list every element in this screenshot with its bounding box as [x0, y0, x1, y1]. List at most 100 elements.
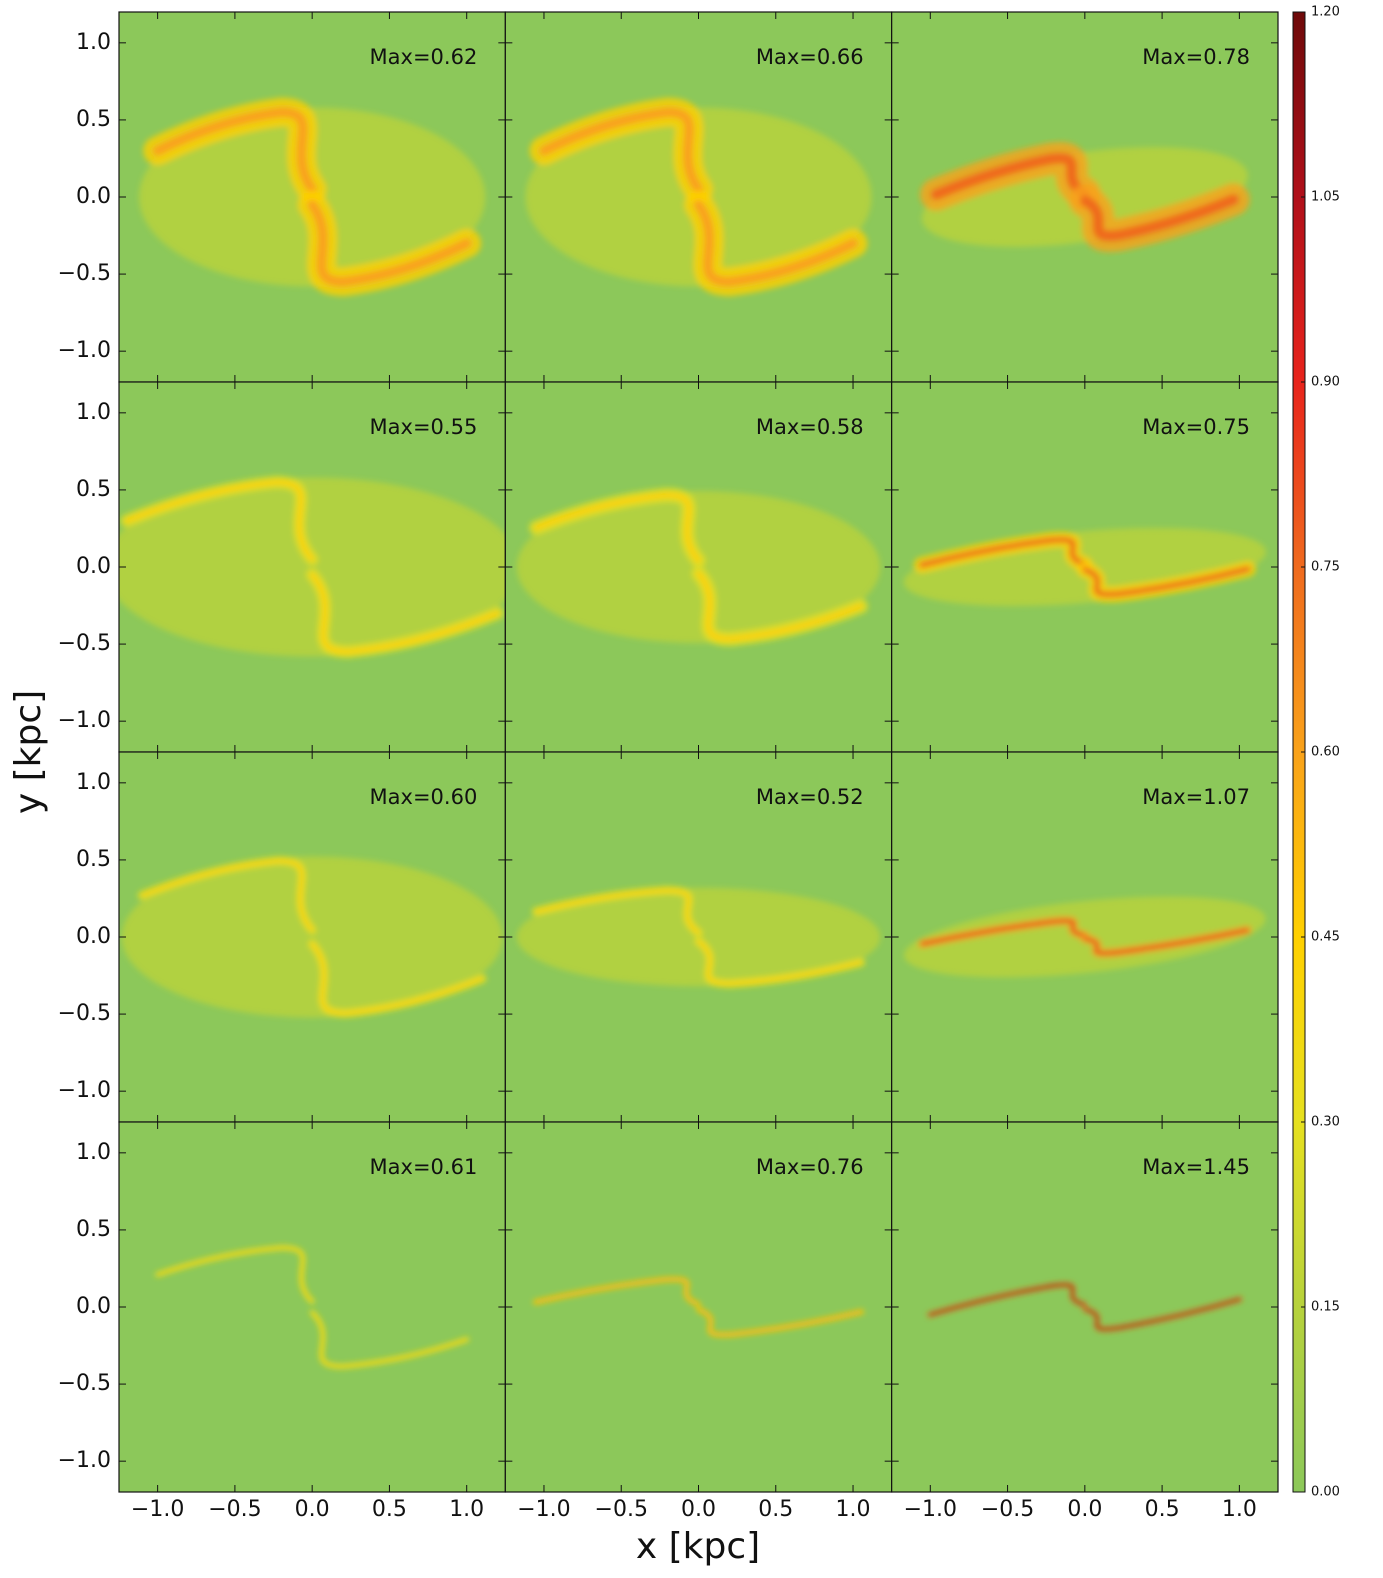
- arm-core: [697, 939, 863, 986]
- structure: [904, 896, 1266, 978]
- y-tick-label: −1.0: [58, 338, 111, 363]
- panel-label: Max=1.07: [1142, 785, 1250, 809]
- panel-label: Max=0.75: [1142, 415, 1250, 439]
- arm: [143, 97, 327, 204]
- arm: [684, 190, 868, 297]
- panel-label: Max=0.62: [370, 45, 478, 69]
- arm: [532, 1276, 702, 1308]
- panel-label: Max=0.58: [756, 415, 864, 439]
- panel: Max=0.60 −1.0 −0.5 0.0 0.5 1.0: [58, 751, 506, 1123]
- arm: [691, 566, 868, 647]
- panel-label: Max=0.61: [370, 1155, 478, 1179]
- y-tick-label: −0.5: [58, 631, 111, 656]
- panel-image: [119, 752, 506, 1122]
- y-tick-label: 0.5: [76, 1217, 111, 1242]
- y-tick-label: 0.0: [76, 184, 111, 209]
- y-tick-label: −1.0: [58, 1448, 111, 1473]
- panel-image: [505, 382, 892, 752]
- x-tick-label: −0.5: [595, 1497, 648, 1522]
- panel-image: [505, 12, 892, 382]
- panel: Max=0.55 −1.0 −0.5 0.0 0.5 1.0: [58, 381, 506, 753]
- arm-core: [920, 919, 1087, 946]
- panel: Max=0.52: [504, 751, 893, 1123]
- panel-image: [891, 382, 1278, 752]
- panel: Max=0.61 −1.0 −0.5 0.0 0.5 1.0 −1.0 −0.5 0.0 0.5 1…: [58, 1121, 506, 1522]
- structure: [927, 1282, 1243, 1332]
- panel: Max=0.76 −1.0 −0.5 0.0 0.5 1.0: [504, 1121, 893, 1522]
- structure: [532, 1276, 865, 1338]
- panel: Max=0.66: [504, 11, 893, 383]
- panel-image: [119, 382, 506, 752]
- arm: [307, 939, 487, 1018]
- structure: [516, 487, 881, 647]
- y-tick-label: 1.0: [76, 400, 111, 425]
- x-tick-label: 0.5: [758, 1497, 793, 1522]
- panel-label: Max=1.45: [1142, 1155, 1250, 1179]
- arm-core: [919, 536, 1088, 568]
- arm-core: [1083, 928, 1249, 955]
- arm-core: [697, 1308, 863, 1336]
- y-tick-label: 1.0: [76, 30, 111, 55]
- panel-label: Max=0.66: [756, 45, 864, 69]
- structure: [154, 1244, 470, 1370]
- panel-image: [891, 12, 1278, 382]
- arm: [694, 936, 866, 989]
- arm-core: [307, 199, 472, 287]
- structure: [516, 885, 881, 989]
- y-tick-label: −0.5: [58, 261, 111, 286]
- arm-core: [539, 107, 704, 195]
- arm: [1082, 1296, 1243, 1332]
- arm-core: [310, 572, 500, 654]
- panel-image: [505, 1122, 892, 1492]
- arm: [305, 568, 504, 659]
- panel: Max=1.45 −1.0 −0.5 0.0 0.5 1.0: [891, 1121, 1279, 1522]
- colorbar-tick-label: 0.60: [1311, 745, 1340, 760]
- colorbar-tick-label: 0.75: [1311, 560, 1340, 575]
- arm: [154, 1244, 315, 1305]
- arm: [917, 916, 1090, 949]
- x-tick-label: 1.0: [449, 1497, 484, 1522]
- x-tick-label: 0.0: [1067, 1497, 1102, 1522]
- structure: [121, 856, 503, 1018]
- panel-label: Max=0.76: [756, 1155, 864, 1179]
- arm: [920, 142, 1101, 211]
- arm-core: [930, 152, 1090, 200]
- x-tick-label: 1.0: [836, 1497, 871, 1522]
- arm-core: [693, 199, 858, 287]
- arm-core: [1084, 1298, 1241, 1330]
- panel-image: [119, 1122, 506, 1492]
- structure: [119, 475, 506, 659]
- arm: [1080, 925, 1252, 958]
- structure: [525, 97, 872, 297]
- panel: Max=0.62 −1.0 −0.5 0.0 0.5 1.0: [58, 11, 506, 383]
- panel: Max=0.58: [504, 381, 893, 753]
- colorbar-tick-label: 0.00: [1311, 1485, 1340, 1500]
- y-tick-label: 0.0: [76, 924, 111, 949]
- panel: Max=1.07: [891, 751, 1279, 1123]
- y-tick-label: 0.5: [76, 847, 111, 872]
- arm-core: [124, 480, 315, 562]
- colorbar-tick-label: 1.05: [1311, 190, 1340, 205]
- arm-core: [1082, 566, 1251, 598]
- arm-core: [140, 859, 314, 932]
- colorbar-tick-label: 0.30: [1311, 1115, 1340, 1130]
- panel-background: [119, 1122, 506, 1492]
- x-tick-label: −0.5: [208, 1497, 261, 1522]
- x-tick-label: −1.0: [517, 1497, 570, 1522]
- x-tick-label: 0.5: [1145, 1497, 1180, 1522]
- arm-core: [311, 1311, 468, 1368]
- arm-core: [928, 1284, 1086, 1316]
- panel: Max=0.75: [891, 381, 1279, 753]
- colorbar-tick-label: 0.45: [1311, 930, 1340, 945]
- colorbar-tick-label: 0.15: [1311, 1300, 1340, 1315]
- structure: [139, 97, 486, 297]
- arm-core: [1079, 194, 1239, 242]
- panel-label: Max=0.60: [370, 785, 478, 809]
- colorbar-tick-label: 0.90: [1311, 375, 1340, 390]
- arm: [531, 885, 703, 938]
- arm: [1076, 560, 1256, 603]
- panel-image: [891, 752, 1278, 1122]
- y-tick-label: 0.5: [76, 107, 111, 132]
- y-tick-label: −1.0: [58, 1078, 111, 1103]
